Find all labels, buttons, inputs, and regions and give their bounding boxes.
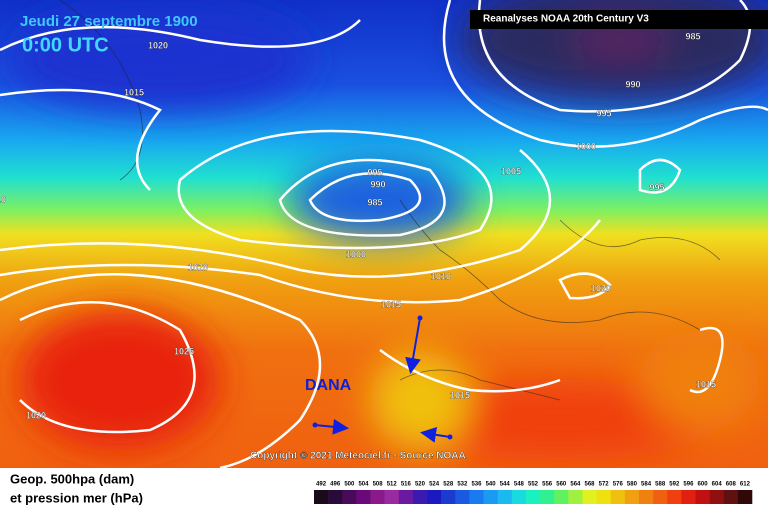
- scale-label: 592: [669, 482, 680, 488]
- scale-label: 596: [683, 482, 694, 488]
- scale-swatch: [695, 490, 710, 504]
- legend-line: et pression mer (hPa): [10, 490, 143, 505]
- isobar-label: 1010: [431, 271, 451, 281]
- scale-label: 536: [471, 482, 482, 488]
- isobar-label: 1015: [696, 379, 716, 389]
- scale-label: 600: [698, 482, 709, 488]
- scale-swatch: [681, 490, 696, 504]
- isobar-label: 1000: [346, 249, 366, 259]
- scale-swatch: [723, 490, 739, 504]
- scale-swatch: [596, 490, 612, 504]
- isobar-label: 990: [625, 79, 640, 89]
- scale-label: 584: [641, 482, 652, 488]
- scale-label: 516: [401, 482, 412, 488]
- isobar-label: 995: [649, 182, 664, 192]
- scale-swatch: [511, 490, 527, 504]
- legend-line: Geop. 500hpa (dam): [10, 471, 134, 486]
- source: Reanalyses NOAA 20th Century V3: [483, 14, 649, 25]
- scale-swatch: [427, 490, 442, 504]
- scale-swatch: [497, 490, 513, 504]
- scale-label: 532: [457, 482, 468, 488]
- scale-swatch: [653, 490, 668, 504]
- scale-swatch: [624, 490, 640, 504]
- scale-label: 568: [585, 482, 596, 488]
- isobar-label: 1020: [591, 283, 611, 293]
- scale-swatch: [384, 490, 400, 504]
- time: 0:00 UTC: [22, 34, 109, 56]
- scale-label: 572: [599, 482, 610, 488]
- scale-swatch: [412, 490, 428, 504]
- scale-swatch: [540, 490, 555, 504]
- scale-label: 540: [486, 482, 497, 488]
- isobar-label: 1010: [0, 194, 6, 204]
- scale-label: 552: [528, 482, 539, 488]
- isobar-label: 1020: [188, 262, 208, 272]
- scale-swatch: [667, 490, 682, 504]
- isobar-label: 1015: [124, 87, 144, 97]
- isobar-label: 995: [596, 108, 611, 118]
- scale-swatch: [483, 490, 498, 504]
- scale-swatch: [314, 490, 329, 504]
- scale-swatch: [525, 490, 541, 504]
- scale-swatch: [568, 490, 583, 504]
- scale-swatch: [441, 490, 456, 504]
- scale-swatch: [342, 490, 357, 504]
- scale-swatch: [554, 490, 569, 504]
- scale-label: 588: [655, 482, 666, 488]
- isobar-label: 1005: [501, 166, 521, 176]
- scale-swatch: [455, 490, 470, 504]
- scale-label: 556: [542, 482, 553, 488]
- color-scale: 492 496 500 504 508 512 516 520 524 528 532 536 540 5…: [314, 482, 753, 504]
- scale-label: 604: [712, 482, 723, 488]
- scale-label: 528: [443, 482, 454, 488]
- scale-label: 508: [373, 482, 384, 488]
- scale-label: 492: [316, 482, 327, 488]
- scale-swatch: [709, 490, 725, 504]
- scale-swatch: [398, 490, 414, 504]
- scale-swatch: [469, 490, 484, 504]
- scale-label: 504: [358, 482, 369, 488]
- isobar-labels: 1020 1015 1010 995 990 985 1000 1005 1010 1015 102…: [0, 31, 716, 420]
- isobar-label: 1015: [450, 390, 470, 400]
- scale-swatch: [737, 490, 753, 504]
- scale-swatch: [582, 490, 597, 504]
- copyright: Copyright © 2021 Meteociel.fr - Source N…: [250, 451, 466, 462]
- isobar-label: 1000: [576, 141, 596, 151]
- isobar-label: 990: [370, 179, 385, 189]
- scale-swatch: [356, 490, 371, 504]
- isobar-label: 985: [685, 31, 700, 41]
- scale-label: 520: [415, 482, 426, 488]
- isobar-label: 1015: [381, 299, 401, 309]
- isobar-label: 1025: [174, 346, 194, 356]
- isobar-label: 995: [367, 167, 382, 177]
- scale-swatch: [370, 490, 385, 504]
- isobar-label: 985: [367, 197, 382, 207]
- scale-label: 500: [344, 482, 355, 488]
- scale-label: 496: [330, 482, 341, 488]
- scale-swatch: [610, 490, 626, 504]
- isobar-label: 1020: [26, 410, 46, 420]
- isobar-label: 1020: [148, 40, 168, 50]
- scale-label: 524: [429, 482, 440, 488]
- scale-label: 608: [726, 482, 737, 488]
- scale-label: 544: [500, 482, 511, 488]
- date: Jeudi 27 septembre 1900: [20, 13, 198, 30]
- scale-label: 548: [514, 482, 525, 488]
- scale-swatch: [638, 490, 654, 504]
- scale-swatch: [328, 490, 343, 504]
- annotation: DANA: [305, 377, 352, 394]
- scale-label: 512: [387, 482, 398, 488]
- scale-label: 576: [613, 482, 624, 488]
- scale-label: 612: [740, 482, 751, 488]
- scale-label: 580: [627, 482, 638, 488]
- scale-label: 564: [570, 482, 581, 488]
- scale-label: 560: [556, 482, 567, 488]
